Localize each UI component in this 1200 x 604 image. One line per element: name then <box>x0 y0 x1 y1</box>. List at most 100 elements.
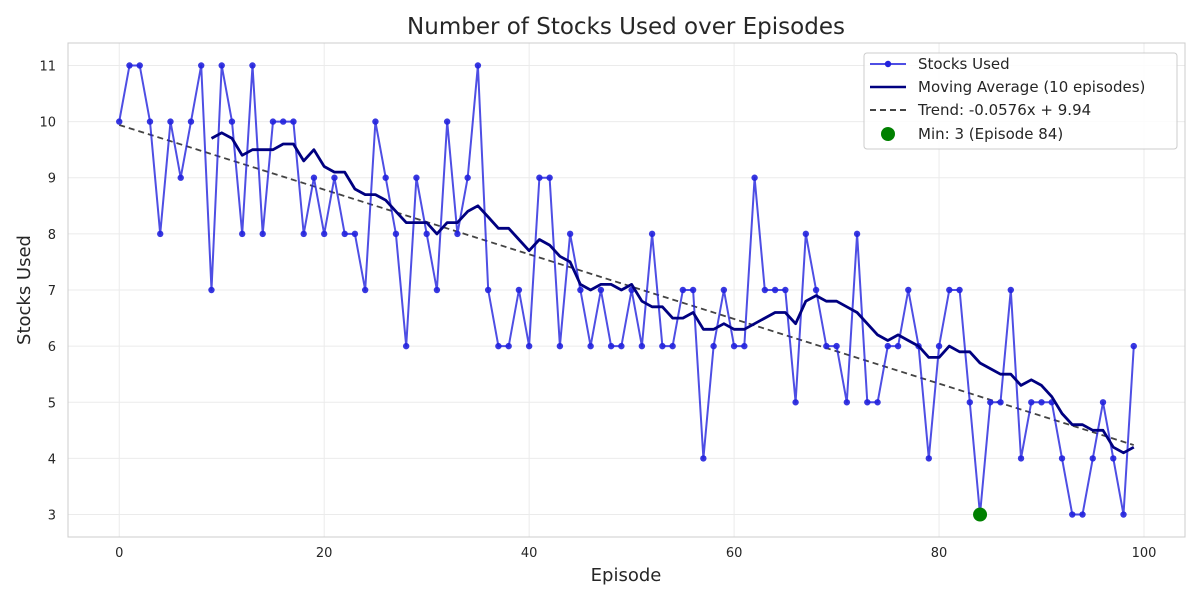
stocks-used-point <box>987 399 994 406</box>
stocks-used-point <box>771 286 779 294</box>
stocks-used-point <box>853 230 861 238</box>
stocks-used-point <box>187 118 195 125</box>
stocks-used-point <box>136 62 143 69</box>
stocks-used-point <box>402 342 410 350</box>
legend-marker-stocks-used <box>884 60 892 68</box>
stocks-used-point <box>310 174 318 181</box>
stocks-used-point <box>689 286 697 294</box>
stocks-used-point <box>730 342 738 350</box>
stocks-used-point <box>607 342 615 350</box>
stocks-used-point <box>126 62 133 69</box>
stocks-used-point <box>536 174 543 181</box>
moving-average-line <box>210 131 1135 455</box>
stocks-used-point <box>269 118 277 125</box>
stocks-used-point <box>290 118 297 125</box>
stocks-used-point <box>1079 511 1086 518</box>
stocks-used-point <box>1069 511 1076 518</box>
y-tick-label: 10 <box>39 116 56 131</box>
stocks-used-point <box>116 118 123 125</box>
stocks-used-point <box>546 174 553 181</box>
legend-label-trend: Trend: -0.0576x + 9.94 <box>917 101 1091 119</box>
stocks-used-point <box>587 342 594 350</box>
x-tick-label: 100 <box>1132 546 1157 561</box>
stocks-used-point <box>966 399 973 406</box>
stocks-used-point <box>823 342 830 350</box>
stocks-used-point <box>638 342 646 350</box>
stocks-used-point <box>208 286 215 294</box>
stocks-used-point <box>864 399 871 406</box>
stocks-used-point <box>905 286 912 294</box>
stocks-used-point <box>1058 455 1066 462</box>
stocks-used-point <box>946 286 953 294</box>
min-point-marker <box>973 507 988 522</box>
stocks-used-point <box>577 286 584 294</box>
stocks-used-point <box>556 342 564 350</box>
stocks-used-point <box>597 286 605 294</box>
stocks-used-point <box>1038 399 1045 406</box>
stocks-used-point <box>874 399 881 406</box>
stocks-used-point <box>997 399 1004 406</box>
stocks-used-point <box>566 230 574 238</box>
stocks-used-point <box>146 118 154 125</box>
x-tick-label: 40 <box>521 546 538 561</box>
stocks-used-point <box>249 62 256 69</box>
trend-line <box>118 124 1135 446</box>
stocks-used-point <box>1017 455 1025 462</box>
stocks-used-point <box>710 342 717 350</box>
y-tick-label: 5 <box>48 396 56 411</box>
stocks-used-point <box>464 174 471 181</box>
stocks-used-point <box>935 342 943 350</box>
stocks-used-point <box>1099 399 1107 406</box>
legend-item-moving-average: Moving Average (10 episodes) <box>870 78 1145 96</box>
stocks-used-point <box>679 286 687 294</box>
stocks-used-point <box>618 342 625 350</box>
x-tick-label: 0 <box>115 546 123 561</box>
legend-item-stocks-used: Stocks Used <box>870 55 1010 73</box>
stocks-used-line <box>118 64 1135 516</box>
stocks-used-point <box>812 286 820 294</box>
stocks-used-point <box>443 118 451 125</box>
legend-item-trend: Trend: -0.0576x + 9.94 <box>870 101 1091 119</box>
stocks-used-point <box>372 118 379 125</box>
legend-label-stocks-used: Stocks Used <box>918 55 1010 73</box>
stocks-used-point <box>157 230 164 238</box>
stocks-used-point <box>741 342 748 350</box>
stocks-used-point <box>474 62 482 69</box>
stocks-used-point <box>1089 455 1096 462</box>
stocks-used-point <box>331 174 338 181</box>
stocks-used-point <box>751 174 758 181</box>
stocks-used-point <box>802 230 810 238</box>
stocks-used-point <box>413 174 420 181</box>
stocks-used-point <box>720 286 728 294</box>
stocks-used-point <box>515 286 523 294</box>
y-tick-label: 4 <box>48 452 56 467</box>
stocks-used-point <box>894 342 902 350</box>
y-tick-label: 6 <box>48 340 56 355</box>
stocks-used-point <box>341 230 348 238</box>
stocks-used-point <box>1007 286 1014 294</box>
legend-label-min: Min: 3 (Episode 84) <box>918 125 1063 143</box>
y-tick-label: 7 <box>48 284 56 299</box>
stocks-used-point <box>659 342 666 350</box>
legend-item-min: Min: 3 (Episode 84) <box>881 125 1063 143</box>
stocks-used-point <box>761 286 769 294</box>
y-tick-label: 9 <box>48 172 56 187</box>
stocks-used-point <box>782 286 789 294</box>
series <box>116 62 1137 522</box>
x-tick-label: 60 <box>726 546 743 561</box>
stocks-used-point <box>505 342 512 350</box>
chart-title: Number of Stocks Used over Episodes <box>407 14 845 40</box>
legend-marker-min <box>881 127 895 141</box>
stocks-used-point <box>382 174 389 181</box>
stocks-used-point <box>669 342 676 350</box>
stocks-used-point <box>1028 399 1035 406</box>
stocks-used-point <box>843 399 851 406</box>
legend-box <box>863 52 1178 150</box>
stocks-used-point <box>167 118 174 125</box>
stocks-used-point <box>280 118 287 125</box>
stocks-used-point <box>392 230 400 238</box>
stocks-used-point <box>239 230 246 238</box>
stocks-used-point <box>525 342 533 350</box>
stocks-used-point <box>484 286 492 294</box>
